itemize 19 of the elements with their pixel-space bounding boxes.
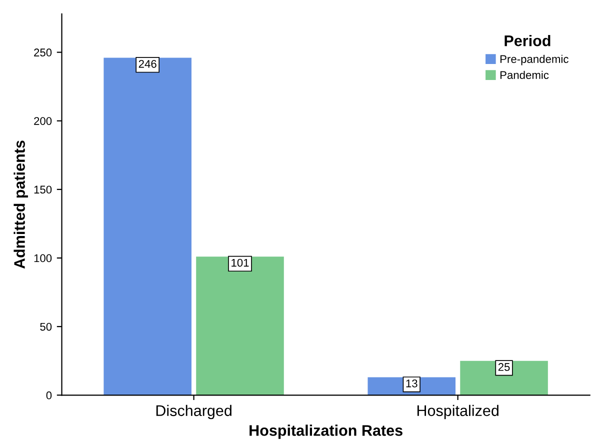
data-label: 13 [406, 380, 418, 388]
y-tick-label: 200 [34, 117, 52, 125]
y-tick-label: 150 [34, 186, 52, 194]
x-tick-label: Discharged [156, 404, 232, 420]
y-axis-title: Admitted patients [14, 140, 28, 269]
legend-label: Pre-pandemic [500, 54, 568, 66]
data-label: 101 [232, 258, 249, 267]
y-tick-label: 0 [46, 391, 52, 400]
data-label: 25 [498, 363, 510, 371]
legend-title: Period [504, 35, 550, 46]
y-tick-label: 250 [34, 48, 52, 56]
y-tick-label: 50 [40, 322, 52, 331]
data-label: 246 [138, 60, 156, 68]
bar [196, 256, 284, 396]
bar [104, 58, 192, 396]
y-tick-label: 100 [34, 254, 52, 262]
x-tick-label: Hospitalized [417, 404, 498, 420]
legend-label: Pandemic [500, 70, 549, 79]
x-axis-title: Hospitalization Rates [250, 424, 402, 439]
